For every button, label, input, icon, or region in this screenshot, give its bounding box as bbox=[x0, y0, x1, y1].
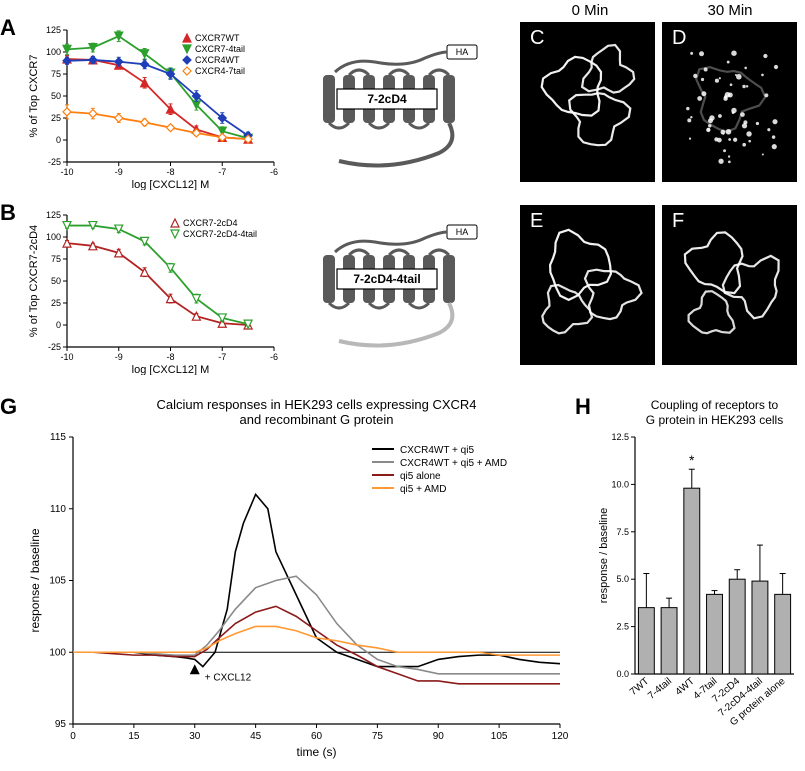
svg-text:log [CXCL12] M: log [CXCL12] M bbox=[132, 364, 210, 375]
svg-text:75: 75 bbox=[51, 69, 61, 79]
svg-text:CXCR4WT + qi5 + AMD: CXCR4WT + qi5 + AMD bbox=[400, 458, 507, 469]
micrograph-c: C bbox=[520, 22, 655, 182]
micrograph-e: E bbox=[520, 205, 655, 365]
col-header-0min: 0 Min bbox=[540, 2, 640, 19]
svg-text:-10: -10 bbox=[60, 352, 73, 362]
svg-text:CXCR7-4tail: CXCR7-4tail bbox=[195, 44, 245, 54]
col-header-30min: 30 Min bbox=[680, 2, 780, 19]
svg-text:125: 125 bbox=[46, 25, 61, 35]
svg-text:125: 125 bbox=[46, 210, 61, 220]
svg-text:Calcium responses in HEK293 ce: Calcium responses in HEK293 cells expres… bbox=[156, 397, 476, 412]
panel-label-g: G bbox=[0, 394, 17, 420]
svg-text:qi5 + AMD: qi5 + AMD bbox=[400, 484, 446, 495]
svg-text:G protein in HEK293 cells: G protein in HEK293 cells bbox=[646, 413, 783, 427]
svg-text:log [CXCL12] M: log [CXCL12] M bbox=[132, 179, 210, 190]
chart-h: Coupling of receptors toG protein in HEK… bbox=[595, 395, 800, 760]
svg-text:100: 100 bbox=[46, 47, 61, 57]
svg-text:7-4tail: 7-4tail bbox=[646, 676, 674, 702]
svg-text:response / baseline: response / baseline bbox=[28, 528, 42, 632]
svg-text:50: 50 bbox=[51, 276, 61, 286]
svg-text:-7: -7 bbox=[218, 167, 226, 177]
svg-text:105: 105 bbox=[49, 576, 66, 587]
svg-text:-8: -8 bbox=[166, 167, 174, 177]
chart-a: -10 -9 -8 -7 -6 -25 0 25 50 75 100 125 log [CXCL12] … bbox=[25, 20, 280, 190]
svg-text:100: 100 bbox=[46, 232, 61, 242]
svg-text:-10: -10 bbox=[60, 167, 73, 177]
svg-text:105: 105 bbox=[491, 731, 508, 742]
svg-text:100: 100 bbox=[49, 647, 66, 658]
svg-text:*: * bbox=[689, 452, 695, 468]
svg-text:F: F bbox=[672, 210, 684, 232]
svg-text:45: 45 bbox=[250, 731, 262, 742]
svg-text:7.5: 7.5 bbox=[616, 527, 629, 537]
svg-text:5.0: 5.0 bbox=[616, 574, 629, 584]
diagram-7-2cd4-4tail: HA 7-2cD4-4tail bbox=[295, 220, 490, 360]
svg-text:95: 95 bbox=[55, 719, 67, 730]
svg-text:-8: -8 bbox=[166, 352, 174, 362]
svg-text:time (s): time (s) bbox=[297, 745, 337, 759]
svg-text:115: 115 bbox=[50, 432, 66, 443]
svg-text:0: 0 bbox=[56, 135, 61, 145]
svg-text:D: D bbox=[672, 27, 686, 49]
svg-text:7-2cD4: 7-2cD4 bbox=[367, 92, 407, 106]
svg-text:0: 0 bbox=[56, 320, 61, 330]
svg-text:0.0: 0.0 bbox=[616, 669, 629, 679]
svg-text:-7: -7 bbox=[218, 352, 226, 362]
svg-text:50: 50 bbox=[51, 91, 61, 101]
svg-text:7-2cD4-4tail: 7-2cD4-4tail bbox=[353, 272, 420, 286]
panel-label-a: A bbox=[0, 15, 16, 41]
svg-text:15: 15 bbox=[128, 731, 140, 742]
svg-text:C: C bbox=[530, 27, 544, 49]
svg-text:25: 25 bbox=[51, 113, 61, 123]
svg-text:75: 75 bbox=[51, 254, 61, 264]
svg-text:90: 90 bbox=[433, 731, 445, 742]
micrograph-f: F bbox=[662, 205, 797, 365]
diagram-7-2cd4: HA 7-2cD4 bbox=[295, 40, 490, 180]
chart-b: -10 -9 -8 -7 -6 -25 0 25 50 75 100 125 log [CXCL12] … bbox=[25, 205, 280, 375]
svg-text:% of Top CXCR7: % of Top CXCR7 bbox=[28, 55, 40, 138]
svg-text:qi5 alone: qi5 alone bbox=[400, 471, 441, 482]
svg-text:60: 60 bbox=[311, 731, 323, 742]
svg-text:110: 110 bbox=[50, 504, 66, 515]
svg-text:CXCR7-2cD4: CXCR7-2cD4 bbox=[183, 218, 238, 228]
svg-text:-6: -6 bbox=[270, 352, 278, 362]
svg-text:-9: -9 bbox=[115, 167, 123, 177]
svg-text:12.5: 12.5 bbox=[611, 432, 629, 442]
svg-text:25: 25 bbox=[51, 298, 61, 308]
svg-text:-25: -25 bbox=[48, 342, 61, 352]
svg-text:% of Top CXCR7-2cD4: % of Top CXCR7-2cD4 bbox=[28, 225, 40, 337]
svg-text:CXCR4-7tail: CXCR4-7tail bbox=[195, 66, 245, 76]
svg-text:-6: -6 bbox=[270, 167, 278, 177]
svg-text:30: 30 bbox=[189, 731, 201, 742]
svg-text:E: E bbox=[530, 210, 543, 232]
svg-text:75: 75 bbox=[372, 731, 384, 742]
panel-label-h: H bbox=[575, 394, 591, 420]
svg-text:CXCR7-2cD4-4tail: CXCR7-2cD4-4tail bbox=[183, 229, 257, 239]
svg-text:10.0: 10.0 bbox=[611, 479, 629, 489]
panel-label-b: B bbox=[0, 200, 16, 226]
svg-text:HA: HA bbox=[456, 227, 469, 237]
svg-text:CXCR4WT + qi5: CXCR4WT + qi5 bbox=[400, 445, 474, 456]
svg-text:-9: -9 bbox=[115, 352, 123, 362]
svg-text:+ CXCL12: + CXCL12 bbox=[205, 672, 252, 683]
svg-text:Coupling of receptors to: Coupling of receptors to bbox=[651, 398, 779, 412]
svg-text:CXCR4WT: CXCR4WT bbox=[195, 55, 240, 65]
svg-text:-25: -25 bbox=[48, 157, 61, 167]
micrograph-d: D bbox=[662, 22, 797, 182]
chart-g: Calcium responses in HEK293 cells expres… bbox=[25, 395, 570, 760]
svg-text:2.5: 2.5 bbox=[616, 622, 629, 632]
svg-text:0: 0 bbox=[70, 731, 76, 742]
svg-text:120: 120 bbox=[552, 731, 569, 742]
svg-text:and recombinant G protein: and recombinant G protein bbox=[240, 412, 394, 427]
svg-text:CXCR7WT: CXCR7WT bbox=[195, 33, 240, 43]
svg-text:HA: HA bbox=[456, 47, 469, 57]
svg-text:response / baseline: response / baseline bbox=[598, 508, 610, 603]
